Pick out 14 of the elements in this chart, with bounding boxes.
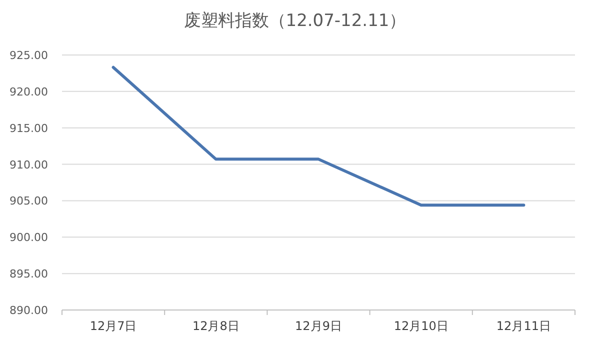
y-tick-label: 910.00 <box>10 158 48 172</box>
y-tick-label: 905.00 <box>10 194 48 208</box>
y-tick-label: 900.00 <box>10 231 48 244</box>
y-tick-label: 890.00 <box>10 304 48 317</box>
x-tick-label: 12月10日 <box>394 319 448 333</box>
y-tick-label: 895.00 <box>10 268 48 281</box>
y-tick-label: 915.00 <box>10 122 48 135</box>
x-tick-label: 12月8日 <box>192 319 240 333</box>
x-tick-label: 12月7日 <box>90 319 137 333</box>
y-tick-label: 925.00 <box>10 49 48 62</box>
y-tick-label: 920.00 <box>10 85 48 98</box>
x-tick-label: 12月11日 <box>496 319 551 333</box>
x-tick-label: 12月9日 <box>295 319 342 333</box>
chart-title: 废塑料指数（12.07-12.11） <box>184 11 406 31</box>
